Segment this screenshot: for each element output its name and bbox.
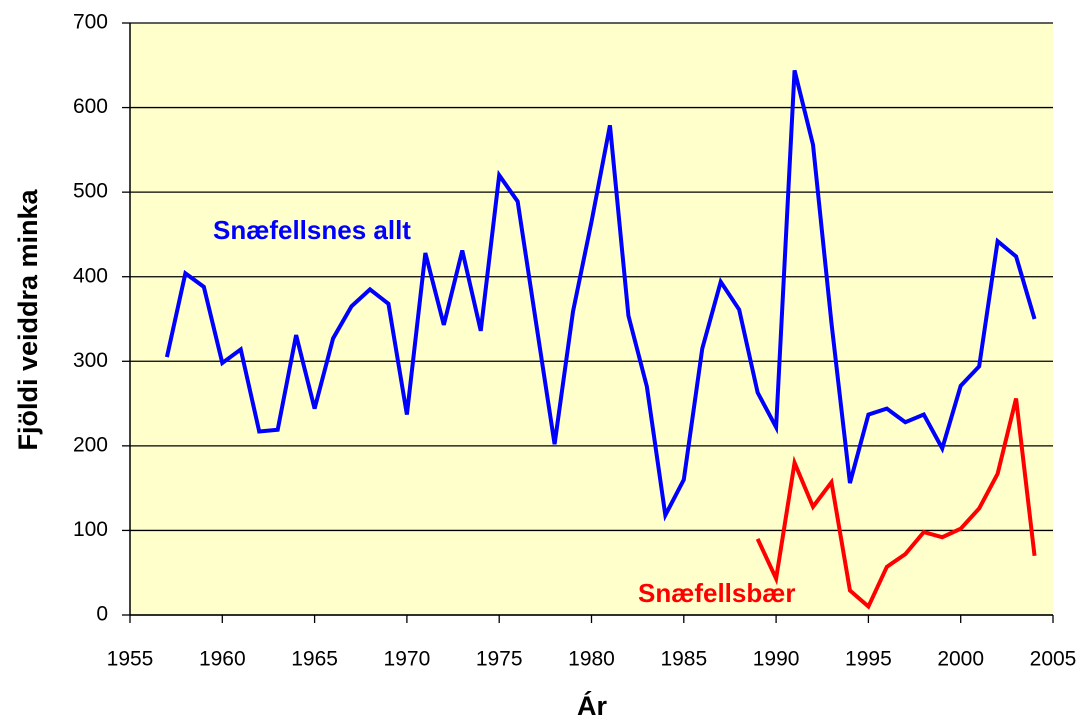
- y-tick-label: 400: [73, 264, 108, 287]
- x-axis-title: Ár: [577, 690, 607, 721]
- y-tick-label: 200: [73, 433, 108, 456]
- y-axis-title: Fjöldi veiddra minka: [13, 188, 43, 450]
- y-tick-label: 700: [73, 11, 108, 34]
- x-tick-label: 1985: [660, 648, 707, 671]
- series-line: [755, 398, 1037, 610]
- y-tick-label: 600: [73, 95, 108, 118]
- y-tick-label: 500: [73, 180, 108, 203]
- y-tick-label: 300: [73, 349, 108, 372]
- x-tick-label: 2000: [937, 648, 984, 671]
- x-tick-label: 1990: [753, 648, 800, 671]
- x-tick-label: 1995: [845, 648, 892, 671]
- x-tick-label: 1965: [291, 648, 338, 671]
- x-tick-label: 2005: [1030, 648, 1077, 671]
- plot-area: [130, 23, 1053, 615]
- series-label: Snæfellsnes allt: [213, 215, 411, 245]
- x-tick-label: 1980: [568, 648, 615, 671]
- series-label: Snæfellsbær: [638, 578, 796, 608]
- x-tick-label: 1955: [107, 648, 154, 671]
- y-tick-label: 0: [96, 603, 108, 626]
- x-tick-label: 1975: [476, 648, 523, 671]
- x-tick-label: 1960: [199, 648, 246, 671]
- y-tick-label: 100: [73, 518, 108, 541]
- series-line: [164, 69, 1037, 522]
- x-tick-label: 1970: [384, 648, 431, 671]
